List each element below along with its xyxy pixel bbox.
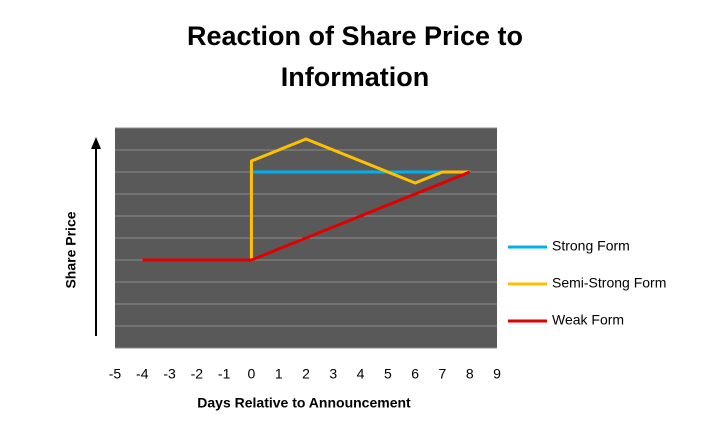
x-tick-label: -2 — [191, 366, 204, 382]
legend-label: Strong Form — [552, 238, 630, 254]
line-series — [142, 170, 471, 262]
x-tick-label: -5 — [109, 366, 122, 382]
legend-label: Semi-Strong Form — [552, 275, 666, 291]
x-axis-label: Days Relative to Announcement — [197, 395, 411, 411]
chart-title: Reaction of Share Price to — [187, 21, 523, 51]
legend-label: Weak Form — [552, 312, 624, 328]
x-tick-label: 2 — [302, 366, 310, 382]
x-tick-label: 7 — [439, 366, 447, 382]
chart-title: Information — [281, 62, 430, 92]
x-tick-label: -3 — [163, 366, 176, 382]
x-tick-label: 5 — [384, 366, 392, 382]
x-tick-label: -1 — [218, 366, 231, 382]
x-tick-label: 0 — [248, 366, 256, 382]
x-tick-label: -4 — [136, 366, 149, 382]
x-tick-label: 3 — [329, 366, 337, 382]
x-tick-label: 4 — [357, 366, 365, 382]
x-tick-label: 8 — [466, 366, 474, 382]
y-arrow-head — [91, 137, 101, 149]
x-tick-label: 9 — [493, 366, 501, 382]
x-tick-label: 6 — [411, 366, 419, 382]
y-axis-label: Share Price — [63, 211, 79, 288]
x-tick-label: 1 — [275, 366, 283, 382]
